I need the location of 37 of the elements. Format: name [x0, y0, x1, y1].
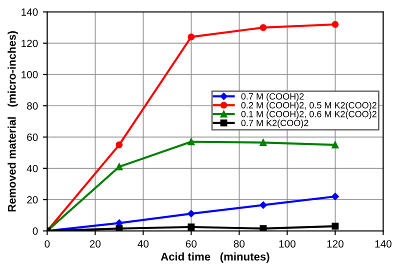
legend-label: 0.7 M K2(COO)2	[241, 120, 308, 128]
x-tick-label: 60	[186, 240, 197, 248]
legend-label: 0.2 M (COOH)2, 0.5 M K2(COO)2	[241, 102, 376, 110]
point	[188, 33, 195, 40]
y-tick-label: 60	[27, 134, 38, 141]
y-tick-label: 80	[27, 102, 38, 110]
x-tick-label: 120	[327, 240, 344, 248]
point	[332, 20, 339, 28]
y-tick-label: 120	[22, 40, 38, 48]
point	[260, 24, 267, 32]
point	[332, 222, 339, 230]
point	[188, 224, 195, 230]
x-tick-label: 20	[90, 240, 101, 248]
point	[116, 141, 123, 148]
point	[188, 138, 195, 146]
point	[116, 225, 123, 231]
y-tick-label: 140	[22, 8, 38, 16]
y-tick-label: 20	[27, 196, 38, 204]
point	[260, 201, 267, 209]
legend-label: 0.7 M (COOH)2	[241, 92, 304, 102]
x-tick-label: 0	[44, 240, 50, 248]
point	[332, 192, 339, 200]
point	[260, 139, 267, 146]
point	[188, 210, 195, 218]
point	[260, 225, 267, 231]
y-tick-label: 40	[26, 164, 38, 172]
x-tick-label: 100	[279, 240, 296, 248]
point	[116, 163, 123, 170]
legend-label: 0.1 M (COOH)2, 0.6 M K2(COO)2	[241, 110, 376, 120]
x-tick-label: 80	[234, 240, 245, 248]
x-tick-label: 40	[138, 240, 149, 248]
y-axis-title: Removed material (micro-inches)	[8, 31, 18, 212]
x-axis-title: Acid time (minutes)	[160, 252, 270, 263]
x-tick-label: 140	[375, 240, 392, 248]
point	[332, 141, 339, 148]
y-tick-label: 100	[22, 70, 38, 78]
y-tick-label: 0	[32, 227, 38, 235]
